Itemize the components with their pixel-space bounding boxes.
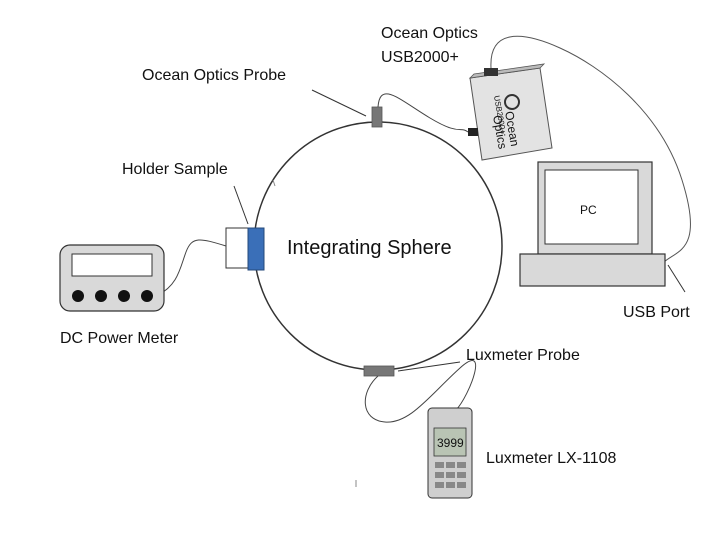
pc-base [519, 253, 666, 287]
luxmeter-button-8 [446, 482, 455, 488]
holder-sample-label: Holder Sample [122, 161, 228, 178]
luxmeter-probe [363, 365, 395, 377]
luxmeter-button-6 [457, 472, 466, 478]
dc-power-meter [59, 244, 165, 312]
spectrometer-brand-line2: Optics [490, 114, 510, 150]
luxmeter-button-7 [435, 482, 444, 488]
ocean-optics-device-label-line2: USB2000+ [381, 49, 459, 66]
ocean-optics-probe [371, 106, 383, 128]
dc-power-meter-knob-2 [95, 290, 107, 302]
holder-sample-white [225, 227, 251, 269]
dc-power-meter-knob-3 [118, 290, 130, 302]
luxmeter-probe-pointer [397, 361, 461, 372]
pc-computer: PC [519, 161, 666, 287]
luxmeter-display-screen [433, 427, 467, 457]
dc-power-meter-label: DC Power Meter [60, 330, 179, 347]
dc-power-meter-display [71, 253, 153, 277]
holder-sample-pointer [233, 185, 249, 225]
luxmeter-cable [364, 360, 477, 423]
luxmeter-button-1 [435, 462, 444, 468]
luxmeter-button-4 [435, 472, 444, 478]
luxmeter-button-5 [446, 472, 455, 478]
luxmeter-display-value: 3999 [437, 436, 464, 450]
probe-fiber-cable [377, 93, 469, 133]
spectrometer-brand-line1: Ocean [502, 110, 522, 147]
holder-sample-blue [247, 227, 265, 271]
ocean-optics-spectrometer: Ocean Optics USB2000+ [468, 63, 553, 161]
dc-power-meter-knob-4 [141, 290, 153, 302]
pc-label: PC [580, 203, 597, 217]
spectrometer-top-connector [484, 68, 498, 76]
usb-port-label: USB Port [623, 304, 690, 321]
luxmeter-button-2 [446, 462, 455, 468]
stray-mark-top [272, 179, 276, 187]
power-meter-cable [157, 239, 227, 296]
luxmeter-button-9 [457, 482, 466, 488]
ocean-optics-probe-pointer [311, 89, 367, 117]
usb-port-pointer [667, 264, 686, 293]
sphere-label: Integrating Sphere [287, 237, 452, 259]
ocean-optics-logo-icon [504, 94, 520, 110]
luxmeter-device-label: Luxmeter LX-1108 [486, 450, 617, 467]
ocean-optics-probe-label: Ocean Optics Probe [142, 67, 286, 84]
spectrometer-side-connector [468, 128, 478, 136]
pc-screen [544, 169, 639, 245]
ocean-optics-device-label-line1: Ocean Optics [381, 25, 478, 42]
dc-power-meter-knob-1 [72, 290, 84, 302]
luxmeter-probe-label: Luxmeter Probe [466, 347, 580, 364]
luxmeter-device: 3999 [427, 407, 473, 499]
usb-cable [490, 35, 692, 263]
luxmeter-button-3 [457, 462, 466, 468]
